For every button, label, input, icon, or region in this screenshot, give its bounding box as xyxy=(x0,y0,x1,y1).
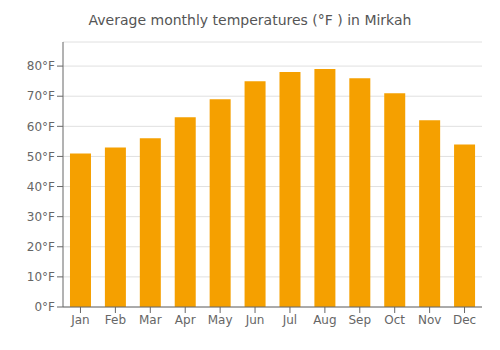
svg-text:Jun: Jun xyxy=(245,313,265,327)
svg-text:60°F: 60°F xyxy=(27,120,55,134)
svg-text:Oct: Oct xyxy=(384,313,405,327)
svg-text:40°F: 40°F xyxy=(27,180,55,194)
svg-text:20°F: 20°F xyxy=(27,240,55,254)
svg-text:Apr: Apr xyxy=(175,313,196,327)
svg-text:May: May xyxy=(208,313,233,327)
svg-text:Aug: Aug xyxy=(313,313,336,327)
svg-text:50°F: 50°F xyxy=(27,150,55,164)
svg-text:10°F: 10°F xyxy=(27,270,55,284)
svg-text:Dec: Dec xyxy=(453,313,476,327)
svg-text:Nov: Nov xyxy=(418,313,441,327)
svg-text:Feb: Feb xyxy=(105,313,126,327)
svg-text:30°F: 30°F xyxy=(27,210,55,224)
html-text:Average monthly temperatures (: Average monthly temperatures (°F ) in Mi… xyxy=(88,12,412,28)
svg-text:Jul: Jul xyxy=(282,313,297,327)
svg-text:70°F: 70°F xyxy=(27,89,55,103)
svg-text:Jan: Jan xyxy=(70,313,90,327)
svg-text:0°F: 0°F xyxy=(34,300,55,314)
svg-text:80°F: 80°F xyxy=(27,59,55,73)
svg-text:Mar: Mar xyxy=(139,313,162,327)
svg-text:Sep: Sep xyxy=(348,313,371,327)
